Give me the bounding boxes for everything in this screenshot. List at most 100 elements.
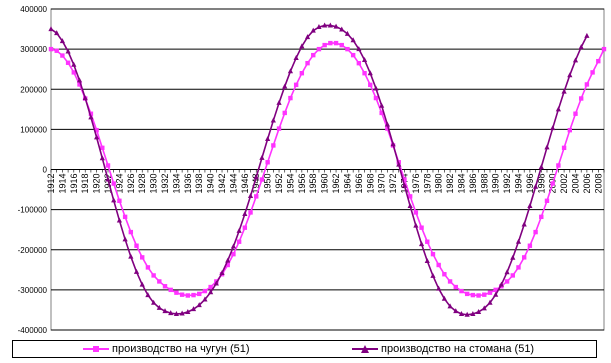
data-point: [265, 160, 270, 165]
data-point: [447, 279, 453, 284]
series-markers-2: [48, 22, 590, 317]
data-point: [464, 291, 470, 297]
data-point: [76, 77, 83, 83]
data-point: [179, 310, 185, 316]
data-point: [202, 288, 208, 294]
x-tick-label: 1980: [434, 174, 444, 194]
data-point: [333, 40, 339, 46]
x-tick-label: 1948: [251, 174, 261, 194]
x-tick-label: 1994: [513, 174, 523, 194]
data-point: [578, 96, 584, 101]
data-point: [133, 268, 140, 274]
x-tick-label: 1946: [240, 174, 250, 194]
data-point: [231, 251, 236, 257]
x-tick-label: 1984: [456, 174, 466, 194]
x-tick-label: 1978: [422, 174, 432, 194]
data-point: [145, 265, 151, 270]
legend-marker-square-icon: [83, 346, 109, 352]
data-point: [328, 40, 333, 46]
data-point: [527, 203, 533, 209]
y-tick-label: -200000: [18, 246, 48, 255]
data-point: [287, 68, 294, 74]
data-point: [94, 127, 99, 133]
data-point: [470, 310, 476, 316]
data-point: [425, 239, 430, 244]
data-point: [71, 70, 77, 75]
x-tick-label: 1926: [126, 174, 136, 194]
data-point: [447, 303, 453, 309]
x-tick-label: 1930: [149, 174, 159, 194]
data-point: [561, 88, 567, 94]
data-point: [453, 308, 459, 314]
data-point: [191, 292, 196, 298]
y-tick-label: 300000: [20, 45, 47, 54]
legend-label-pig-iron: производство на чугун (51): [112, 343, 250, 355]
x-tick-label: 1968: [365, 174, 375, 194]
x-tick-label: 1970: [377, 174, 387, 194]
data-point: [493, 291, 499, 297]
data-point: [88, 114, 94, 120]
data-point: [555, 106, 561, 112]
data-point: [100, 145, 105, 151]
data-point: [145, 292, 151, 298]
data-point: [122, 214, 128, 220]
data-point: [173, 310, 180, 316]
data-point: [208, 284, 213, 290]
data-point: [516, 265, 521, 270]
data-point: [128, 253, 134, 259]
data-point: [65, 60, 71, 65]
x-tick-label: 1958: [308, 174, 318, 194]
x-tick-label: 2002: [559, 174, 569, 194]
data-point: [316, 24, 322, 30]
data-point: [510, 254, 516, 260]
data-point: [379, 110, 384, 116]
data-point: [407, 203, 413, 209]
data-point: [151, 299, 157, 305]
x-tick-label: 1964: [342, 174, 352, 194]
x-tick-label: 1922: [103, 174, 113, 194]
data-point: [532, 183, 539, 189]
data-point: [225, 257, 231, 263]
data-point: [572, 57, 579, 63]
data-point: [59, 38, 66, 44]
data-point: [197, 291, 202, 297]
data-point: [493, 287, 498, 293]
data-point: [424, 257, 430, 263]
data-point: [111, 197, 117, 203]
data-point: [293, 82, 299, 88]
data-point: [385, 126, 390, 131]
data-point: [82, 95, 88, 101]
data-point: [248, 210, 253, 215]
data-point: [544, 198, 550, 203]
data-point: [139, 281, 145, 287]
series-layer: [48, 22, 607, 317]
data-point: [356, 60, 362, 66]
data-point: [350, 37, 356, 43]
data-point: [578, 44, 584, 50]
data-point: [482, 292, 487, 297]
y-tick-label: 100000: [20, 125, 47, 134]
data-point: [213, 280, 219, 286]
data-point: [225, 262, 230, 268]
data-point: [476, 293, 481, 298]
data-point: [282, 110, 287, 116]
data-point: [174, 290, 179, 295]
data-point: [515, 238, 522, 244]
x-tick-label: 1924: [114, 174, 124, 194]
data-point: [396, 161, 402, 167]
data-point: [487, 299, 493, 305]
data-point: [54, 30, 60, 36]
data-point: [111, 181, 116, 186]
data-point: [299, 43, 305, 49]
data-point: [190, 306, 197, 312]
data-point: [202, 296, 208, 302]
data-point: [151, 273, 156, 278]
data-point: [368, 82, 373, 88]
data-point: [470, 292, 476, 298]
data-point: [521, 255, 527, 260]
x-tick-label: 1942: [217, 174, 227, 194]
data-point: [390, 141, 396, 147]
data-point: [407, 194, 413, 199]
y-tick-label: 0: [43, 166, 48, 175]
x-tick-label: 1960: [320, 174, 330, 194]
